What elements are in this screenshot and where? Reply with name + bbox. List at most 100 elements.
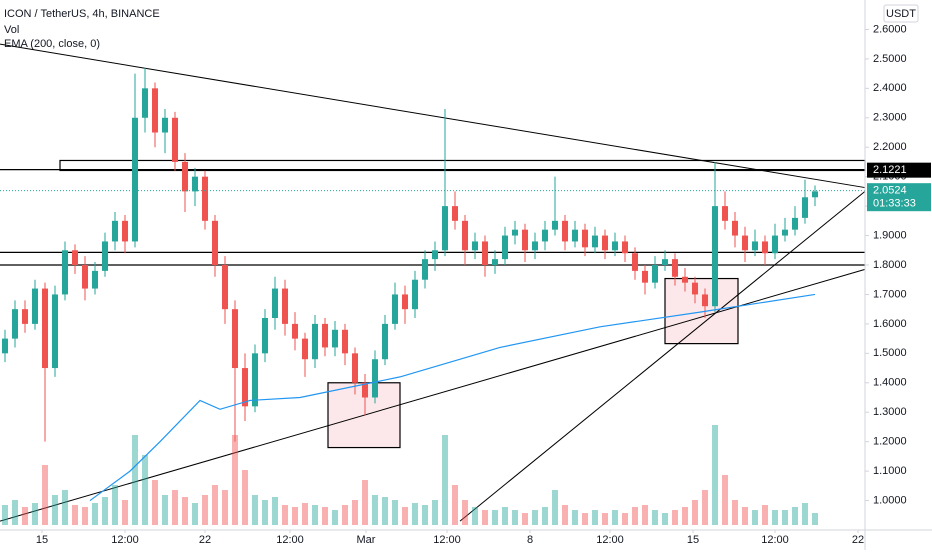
y-tick-label: 1.1000 [873, 465, 907, 477]
volume-bar [482, 510, 488, 525]
candle-body [662, 259, 668, 265]
candle-body [562, 220, 568, 242]
volume-bar [422, 505, 428, 525]
candle-body [502, 235, 508, 260]
volume-bar [112, 485, 118, 525]
candle-body [112, 220, 118, 242]
candle-body [192, 176, 198, 192]
candle-body [772, 235, 778, 254]
candle-body [572, 229, 578, 242]
price-label: 2.1221 [873, 164, 907, 176]
price-label-box [867, 162, 931, 178]
volume-bar [722, 475, 728, 525]
volume-bar [792, 507, 798, 525]
volume-bar [192, 503, 198, 525]
candle-body [732, 220, 738, 236]
candle-body [2, 338, 8, 354]
x-tick-label: 12:00 [276, 534, 304, 546]
volume-bar [552, 490, 558, 525]
candle-body [162, 117, 168, 133]
candle-body [362, 382, 368, 398]
candle-body [512, 229, 518, 236]
volume-bar [92, 503, 98, 525]
volume-bar [122, 500, 128, 525]
candle-body [42, 288, 48, 369]
volume-bar [172, 490, 178, 525]
volume-bar [522, 513, 528, 525]
candle-body [172, 117, 178, 162]
y-tick-label: 1.6000 [873, 318, 907, 330]
candle-body [452, 206, 458, 221]
volume-bar [802, 503, 808, 525]
candle-body [812, 191, 818, 198]
volume-bar [782, 510, 788, 525]
candle-body [412, 279, 418, 310]
volume-bar [412, 503, 418, 525]
candle-body [32, 288, 38, 324]
currency-box[interactable] [883, 4, 919, 23]
overlay [0, 190, 865, 502]
volume-bar [402, 507, 408, 525]
candle-body [742, 235, 748, 251]
candle-body [22, 309, 28, 324]
volume-bar [222, 490, 228, 525]
volume-bar [52, 495, 58, 525]
candle-body [752, 241, 758, 251]
volume-bar [752, 510, 758, 525]
candle-body [152, 88, 158, 133]
candle-body [272, 288, 278, 318]
x-tick-label: 12:00 [433, 534, 461, 546]
volume-bar [702, 490, 708, 525]
candle-body [782, 229, 788, 236]
y-tick-label: 2.2000 [873, 141, 907, 153]
volume-bar [22, 507, 28, 525]
candle-body [712, 206, 718, 307]
candle-body [802, 197, 808, 218]
volume-bar [282, 505, 288, 525]
candle-body [262, 318, 268, 354]
volume-bar [472, 507, 478, 525]
candle-body [142, 88, 148, 118]
volume-bar [312, 505, 318, 525]
volume-bar [662, 513, 668, 525]
candle-body [382, 323, 388, 360]
volume-bar [12, 500, 18, 525]
candle-body [132, 117, 138, 242]
candle-body [432, 250, 438, 260]
volume-bar [442, 435, 448, 525]
volume-bar [302, 503, 308, 525]
candle-body [282, 288, 288, 324]
volume-bar [622, 513, 628, 525]
candle-body [402, 294, 408, 310]
volume-bar [462, 500, 468, 525]
candle-body [582, 229, 588, 248]
candle-body [442, 206, 448, 251]
candle-body [332, 329, 338, 348]
volume-bar [212, 485, 218, 525]
volume-bar [672, 510, 678, 525]
candle-body [692, 282, 698, 295]
candle-body [372, 359, 378, 398]
x-tick-label: 8 [527, 534, 533, 546]
volume-bar [252, 495, 258, 525]
candle-body [652, 265, 658, 283]
volume-bar [492, 510, 498, 525]
candle-body [462, 220, 468, 251]
candle-body [102, 241, 108, 271]
currency-label[interactable]: USDT [886, 8, 916, 20]
volume-bar [332, 510, 338, 525]
y-tick-label: 1.4000 [873, 377, 907, 389]
volume-bar [342, 505, 348, 525]
price-label-box [867, 183, 931, 212]
candle-body [422, 259, 428, 280]
candle-body [762, 241, 768, 254]
chart-title: ICON / TetherUS, 4h, BINANCE [4, 8, 160, 20]
y-tick-label: 1.5000 [873, 347, 907, 359]
volume-bar [352, 500, 358, 525]
volume-legend: Vol [4, 24, 19, 36]
candle-body [342, 329, 348, 354]
candle-body [542, 229, 548, 242]
candle-body [552, 220, 558, 230]
y-tick-label: 2.3000 [873, 112, 907, 124]
